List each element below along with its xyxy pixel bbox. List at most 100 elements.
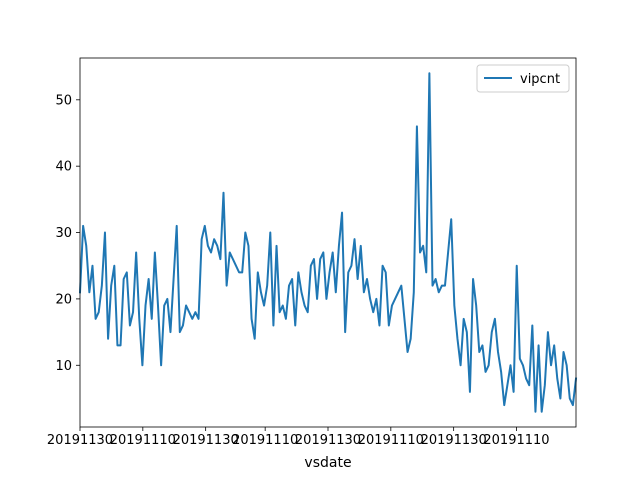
data-point [370, 298, 371, 299]
data-point [248, 245, 249, 246]
data-point [435, 279, 436, 280]
data-point [136, 252, 137, 253]
data-point [264, 305, 265, 306]
data-point [529, 385, 530, 386]
data-point [126, 272, 127, 273]
x-tick-label: 20191110 [483, 433, 549, 448]
data-point [476, 305, 477, 306]
series-line-vipcnt [78, 72, 578, 413]
data-point [304, 305, 305, 306]
data-point [148, 279, 149, 280]
data-point [342, 212, 343, 213]
data-point [214, 239, 215, 240]
data-point [460, 365, 461, 366]
data-point [92, 265, 93, 266]
data-point [560, 398, 561, 399]
data-point [376, 298, 377, 299]
legend-label: vipcnt [520, 72, 560, 87]
data-point [438, 292, 439, 293]
data-point [557, 378, 558, 379]
data-point [463, 318, 464, 319]
data-point [161, 365, 162, 366]
data-point [189, 312, 190, 313]
data-point [176, 225, 177, 226]
data-point [457, 338, 458, 339]
y-tick-label: 10 [55, 359, 72, 374]
data-point [473, 279, 474, 280]
data-point [360, 245, 361, 246]
data-point [173, 279, 174, 280]
data-point [170, 332, 171, 333]
data-point [273, 325, 274, 326]
data-point [295, 325, 296, 326]
x-tick-label: 20191130 [173, 433, 239, 448]
data-point [513, 391, 514, 392]
data-point [416, 126, 417, 127]
data-point [114, 265, 115, 266]
data-point [98, 312, 99, 313]
data-point [229, 252, 230, 253]
data-point [111, 285, 112, 286]
data-point [569, 398, 570, 399]
data-point [307, 312, 308, 313]
data-point [108, 338, 109, 339]
data-point [404, 318, 405, 319]
data-point [285, 318, 286, 319]
data-point [195, 312, 196, 313]
data-point [535, 411, 536, 412]
data-point [388, 325, 389, 326]
data-point [282, 305, 283, 306]
data-point [498, 352, 499, 353]
data-point [242, 272, 243, 273]
data-point [151, 318, 152, 319]
y-tick-label: 40 [55, 160, 72, 175]
data-point [101, 285, 102, 286]
data-point [482, 345, 483, 346]
data-point [289, 285, 290, 286]
data-point [335, 292, 336, 293]
data-point [186, 305, 187, 306]
data-point [95, 318, 96, 319]
data-point [192, 318, 193, 319]
data-point [432, 285, 433, 286]
data-point [504, 405, 505, 406]
legend: vipcnt [476, 64, 570, 93]
data-point [326, 298, 327, 299]
data-point [373, 312, 374, 313]
data-point [270, 232, 271, 233]
data-point [479, 352, 480, 353]
data-point [366, 279, 367, 280]
data-point [120, 345, 121, 346]
data-point [398, 292, 399, 293]
data-point [217, 245, 218, 246]
data-point [329, 272, 330, 273]
data-point [207, 245, 208, 246]
data-point [313, 259, 314, 260]
data-point [351, 265, 352, 266]
data-point [117, 345, 118, 346]
data-point [279, 312, 280, 313]
data-point [532, 325, 533, 326]
data-point [310, 265, 311, 266]
data-point [494, 318, 495, 319]
data-point [123, 279, 124, 280]
data-point [551, 365, 552, 366]
data-point [466, 332, 467, 333]
data-point [338, 245, 339, 246]
y-tick-label: 20 [55, 292, 72, 307]
data-point [260, 292, 261, 293]
data-point [157, 305, 158, 306]
data-point [444, 285, 445, 286]
data-point [251, 318, 252, 319]
data-point [510, 365, 511, 366]
data-point [139, 318, 140, 319]
data-point [276, 245, 277, 246]
data-point [451, 219, 452, 220]
data-point [235, 265, 236, 266]
data-point [526, 378, 527, 379]
data-point [104, 232, 105, 233]
data-point [348, 272, 349, 273]
x-axis-label: vsdate [304, 455, 351, 471]
data-point [516, 265, 517, 266]
